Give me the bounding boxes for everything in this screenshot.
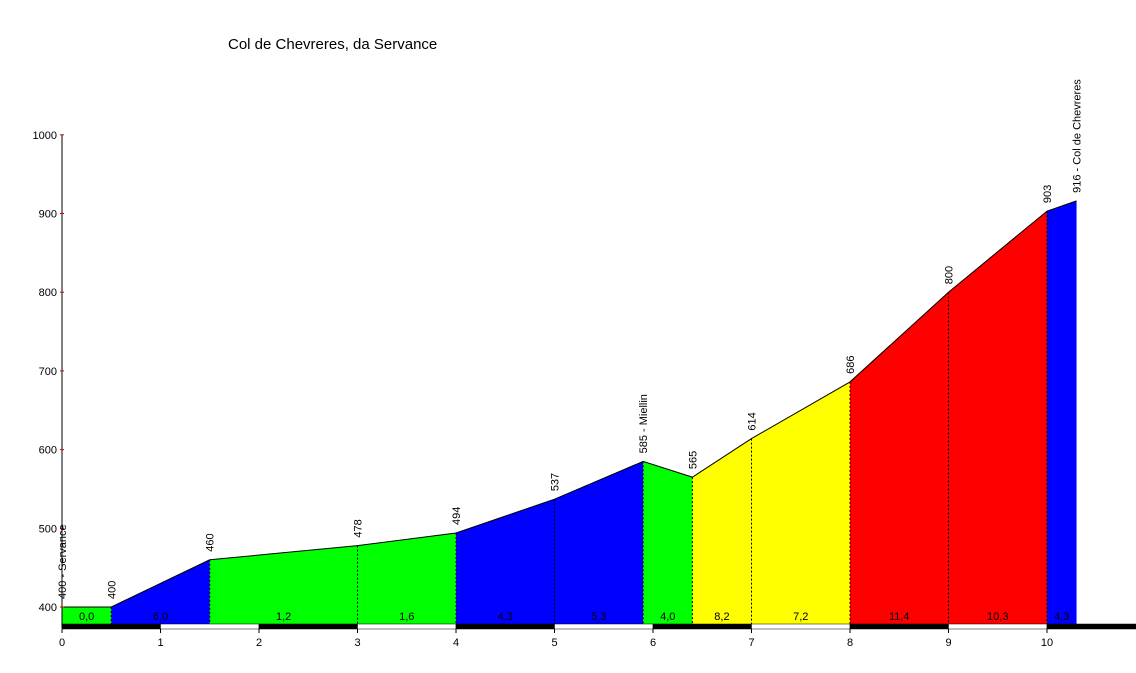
profile-segment-2 xyxy=(111,559,210,624)
profile-segment-9 xyxy=(751,381,850,624)
x-tick-label-2: 2 xyxy=(256,637,262,649)
segment-gradient-label-5: 4,3 xyxy=(498,611,513,623)
segment-gradient-label-1: 0,0 xyxy=(79,611,94,623)
x-tick-label-4: 4 xyxy=(453,637,459,649)
km-bar-9 xyxy=(948,623,1048,630)
segment-gradient-label-9: 7,2 xyxy=(793,611,808,623)
profile-segment-7 xyxy=(643,461,693,624)
elevation-label-7: 585 - Miellin xyxy=(638,394,650,453)
segment-gradient-label-11: 10,3 xyxy=(987,611,1008,623)
x-tick-label-5: 5 xyxy=(551,637,557,649)
chart-title: Col de Chevreres, da Servance xyxy=(228,36,437,53)
profile-segment-10 xyxy=(850,292,949,624)
elevation-label-11: 800 xyxy=(944,266,956,284)
y-tick-label-800: 800 xyxy=(39,287,57,299)
elevation-label-10: 686 xyxy=(845,356,857,374)
x-tick-label-1: 1 xyxy=(157,637,163,649)
km-bar-6 xyxy=(652,623,752,630)
km-bar-0 xyxy=(61,623,161,630)
elevation-label-2: 400 xyxy=(106,581,118,599)
axes: 0 1 2 3 4 5 6 7 8 9 10 400 500 600 700 800 900 1000 xyxy=(33,130,1136,649)
segment-gradient-label-2: 6,0 xyxy=(153,611,168,623)
elevation-label-3: 460 xyxy=(205,533,217,551)
y-tick-label-1000: 1000 xyxy=(33,130,57,142)
profile-segment-1 xyxy=(62,607,112,624)
x-tick-label-3: 3 xyxy=(354,637,360,649)
elevation-label-5: 494 xyxy=(451,507,463,525)
segment-gradient-label-4: 1,6 xyxy=(399,611,414,623)
elevation-label-12: 903 xyxy=(1042,185,1054,203)
km-bar-7 xyxy=(751,623,851,630)
km-bar-4 xyxy=(455,623,555,630)
y-tick-label-500: 500 xyxy=(39,523,57,535)
x-tick-label-0: 0 xyxy=(59,637,65,649)
segment-gradient-label-7: 4,0 xyxy=(660,611,675,623)
elevation-label-1: 400 - Servance xyxy=(57,524,69,599)
segment-gradient-label-10: 11,4 xyxy=(889,611,910,623)
elevation-labels: 400 - Servance 400 460 478 494 537 585 - Miell… xyxy=(57,79,1084,599)
x-tick-label-9: 9 xyxy=(945,637,951,649)
x-tick-label-8: 8 xyxy=(847,637,853,649)
profile-segment-3 xyxy=(209,545,358,624)
profile-segment-4 xyxy=(357,533,456,624)
segment-gradient-label-3: 1,2 xyxy=(276,611,291,623)
x-tick-label-10: 10 xyxy=(1041,637,1053,649)
segment-gradient-label-8: 8,2 xyxy=(714,611,729,623)
x-tick-label-7: 7 xyxy=(748,637,754,649)
km-bar-5 xyxy=(554,623,654,630)
elevation-label-6: 537 xyxy=(550,473,562,491)
profile-segment-6 xyxy=(554,461,644,624)
elevation-label-8: 565 xyxy=(687,451,699,469)
profile-segment-5 xyxy=(456,499,555,624)
km-bar-2 xyxy=(258,623,358,630)
y-tick-label-400: 400 xyxy=(39,602,57,614)
km-bar-8 xyxy=(849,623,949,630)
km-bar-10 xyxy=(1046,623,1136,630)
elevation-label-9: 614 xyxy=(747,412,759,430)
elevation-label-13: 916 - Col de Chevreres xyxy=(1072,79,1084,193)
km-bar-1 xyxy=(160,623,260,630)
x-tick-label-6: 6 xyxy=(650,637,656,649)
km-bar-3 xyxy=(357,623,457,630)
profile-segment-12 xyxy=(1047,200,1077,624)
y-tick-label-600: 600 xyxy=(39,445,57,457)
profile-segment-8 xyxy=(692,438,752,624)
y-tick-label-700: 700 xyxy=(39,366,57,378)
elevation-label-4: 478 xyxy=(353,519,365,537)
y-tick-label-900: 900 xyxy=(39,209,57,221)
profile-segments: 0,0 6,0 1,2 1,6 4,3 5,3 4,0 8,2 7,2 11,4 10,3 4,3 xyxy=(62,200,1077,624)
segment-gradient-label-6: 5,3 xyxy=(591,611,606,623)
segment-gradient-label-12: 4,3 xyxy=(1054,611,1069,623)
profile-segment-11 xyxy=(948,211,1047,624)
